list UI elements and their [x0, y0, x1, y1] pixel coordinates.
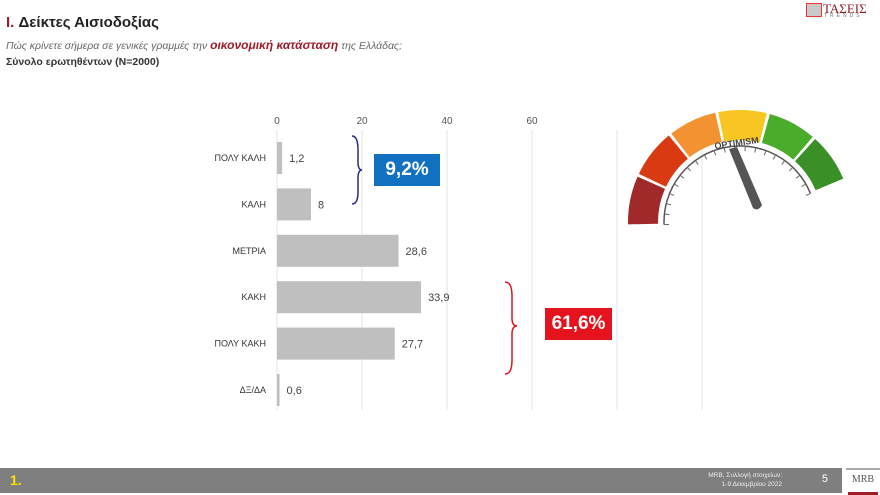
gauge-needle	[729, 147, 762, 209]
gauge-tick	[674, 184, 678, 187]
source-line-1: MRB, Συλλογή στοιχείων:	[708, 471, 782, 480]
gauge-tick	[704, 155, 706, 159]
gauge-tick	[801, 184, 805, 187]
gauge-tick	[680, 175, 684, 178]
gauge-tick	[789, 167, 792, 171]
gauge-tick	[806, 194, 811, 196]
gauge-tick	[670, 194, 675, 196]
gauge-tick	[764, 151, 766, 156]
gauge-tick	[782, 161, 785, 165]
page-number: 5	[822, 473, 828, 485]
source-line-2: 1-9 Δεκεμβρίου 2022	[708, 480, 782, 489]
mrb-logo: MRB	[846, 468, 880, 495]
gauge-tick	[773, 155, 775, 159]
positive-total-badge: 9,2%	[374, 154, 440, 186]
gauge-tick	[695, 161, 698, 165]
gauge-segment	[628, 177, 665, 225]
gauge-tick	[714, 151, 716, 156]
footer: 1. MRB, Συλλογή στοιχείων:1-9 Δεκεμβρίου…	[0, 468, 842, 493]
mrb-logo-text: MRB	[852, 474, 874, 485]
gauge-tick	[796, 175, 800, 178]
footer-page-label: 1.	[10, 472, 22, 488]
gauge-tick	[664, 214, 669, 215]
gauge-tick	[666, 204, 671, 205]
negative-total-badge: 61,6%	[545, 308, 612, 340]
gauge-tick	[687, 167, 690, 171]
footer-source: MRB, Συλλογή στοιχείων:1-9 Δεκεμβρίου 20…	[708, 471, 782, 489]
gauge-tick	[755, 148, 756, 153]
